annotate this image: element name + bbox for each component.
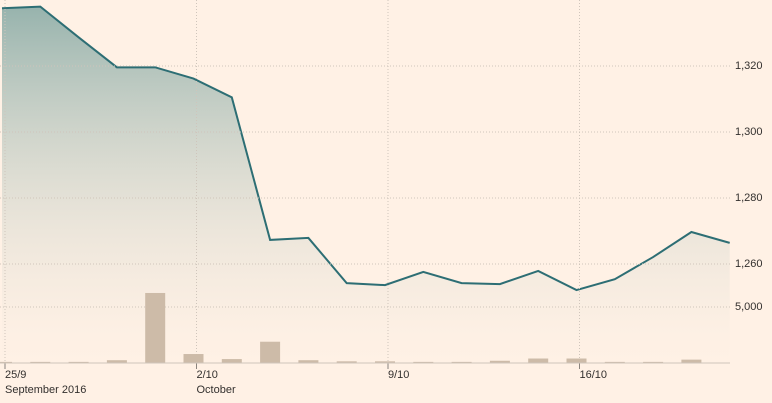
volume-bar xyxy=(260,341,281,363)
volume-bar xyxy=(30,361,51,363)
y-tick-label: 1,280 xyxy=(735,192,763,204)
volume-bar xyxy=(681,359,702,363)
volume-bar xyxy=(221,359,242,363)
volume-bar xyxy=(336,361,357,363)
price-area xyxy=(2,6,730,363)
volume-bar xyxy=(68,361,89,363)
x-tick-label: 2/10 xyxy=(197,369,218,381)
volume-bar xyxy=(145,292,166,363)
volume-bar xyxy=(604,361,625,363)
volume-bar xyxy=(528,358,549,363)
volume-bar xyxy=(375,361,395,363)
volume-bar xyxy=(0,361,12,363)
volume-bar xyxy=(106,360,127,363)
y2-tick-label: 5,000 xyxy=(735,301,763,313)
volume-bar xyxy=(489,360,510,363)
x-tick-label: 25/9 xyxy=(5,369,26,381)
x-tick-label: 9/10 xyxy=(388,369,409,381)
x-period-label: September 2016 xyxy=(5,384,86,396)
volume-bar xyxy=(566,358,587,363)
volume-bar xyxy=(451,361,472,363)
price-line xyxy=(1,5,730,292)
x-tick-label: 16/10 xyxy=(580,369,608,381)
y-tick-label: 1,320 xyxy=(735,60,763,72)
y-tick-label: 1,260 xyxy=(735,258,763,270)
volume-bar xyxy=(183,354,204,363)
x-period-label: October xyxy=(197,384,236,396)
volume-bar xyxy=(643,361,664,363)
y-tick-label: 1,300 xyxy=(735,126,763,138)
volume-bar xyxy=(298,360,319,363)
volume-bar xyxy=(413,361,434,363)
